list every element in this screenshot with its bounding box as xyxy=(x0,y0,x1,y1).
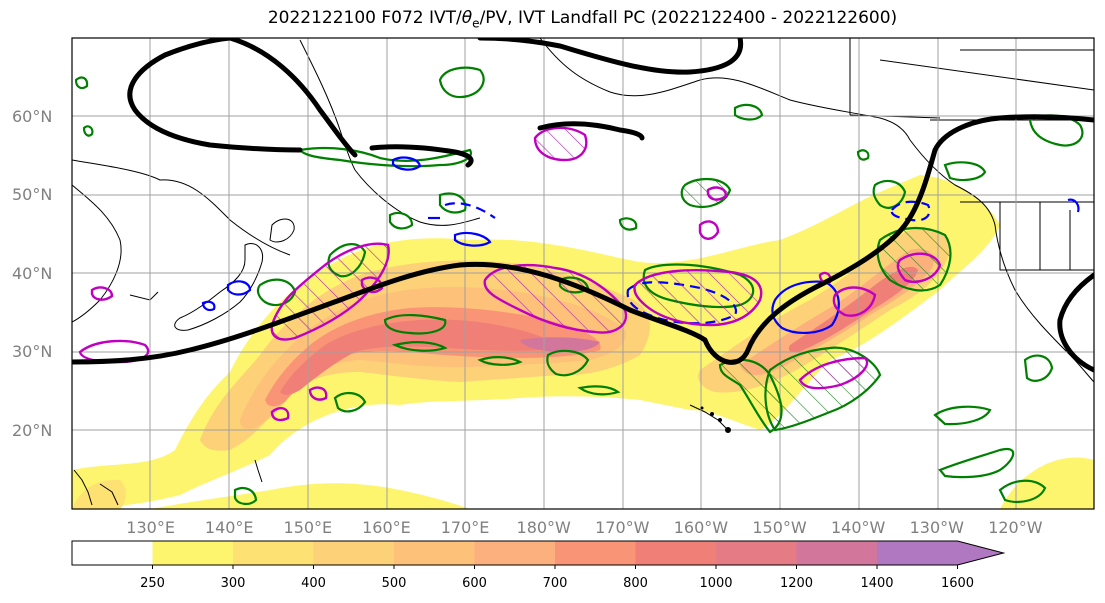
lat-tick-label: 50°N xyxy=(12,185,53,204)
lat-tick-label: 40°N xyxy=(12,263,53,283)
colorbar-tick-label: 1400 xyxy=(860,576,894,591)
lat-tick-label: 20°N xyxy=(12,420,53,440)
lon-tick-label: 160°W xyxy=(673,518,729,537)
lon-tick-label: 120°W xyxy=(988,518,1043,537)
colorbar xyxy=(71,540,1006,569)
lat-tick-label: 30°N xyxy=(12,342,53,361)
colorbar-extend-arrow xyxy=(957,541,1004,565)
colorbar-tick-label: 1000 xyxy=(699,576,733,591)
colorbar-segment xyxy=(796,541,878,565)
lon-tick-label: 180°W xyxy=(516,518,571,537)
lon-tick-label: 150°E xyxy=(283,518,333,537)
colorbar-segment xyxy=(152,541,234,565)
colorbar-tick-label: 500 xyxy=(381,576,407,591)
hawaii xyxy=(700,406,731,433)
lat-tick-label: 60°N xyxy=(12,106,53,126)
colorbar-outline xyxy=(71,540,1006,566)
map-frame xyxy=(71,37,1095,510)
map-title: 2022122100 F072 IVT/θe/PV, IVT Landfall … xyxy=(0,8,1105,30)
colorbar-segment xyxy=(877,541,959,565)
lon-tick-label: 160°E xyxy=(362,518,411,537)
lon-tick-label: 170°W xyxy=(595,518,650,537)
colorbar-tick-label: 1200 xyxy=(779,576,814,591)
title-suffix: /PV, IVT Landfall PC (2022122400 - 20221… xyxy=(479,8,898,28)
colorbar-segment xyxy=(72,541,154,565)
colorbar-segment xyxy=(474,541,556,565)
colorbar-segment xyxy=(635,541,717,565)
colorbar-segment xyxy=(313,541,395,565)
colorbar-segment xyxy=(555,541,637,565)
colorbar-tick-label: 700 xyxy=(542,576,568,591)
lon-tick-label: 150°W xyxy=(752,518,807,537)
lon-tick-label: 130°W xyxy=(909,518,964,537)
lon-tick-label: 130°E xyxy=(126,518,175,537)
title-theta-sub: e xyxy=(472,16,480,31)
pv-contours xyxy=(72,38,1094,373)
colorbar-segment xyxy=(233,541,315,565)
lon-tick-label: 140°W xyxy=(830,518,886,537)
title-theta: θ xyxy=(461,8,473,28)
title-prefix: 2022122100 F072 IVT/ xyxy=(267,8,462,28)
colorbar-tick-label: 1600 xyxy=(940,576,975,591)
colorbar-tick-label: 250 xyxy=(140,576,165,591)
colorbar-tick-label: 800 xyxy=(623,576,648,591)
colorbar-segment xyxy=(394,541,476,565)
colorbar-segment xyxy=(716,541,798,565)
colorbar-tick-label: 600 xyxy=(462,576,487,591)
lon-tick-label: 170°E xyxy=(440,518,490,537)
colorbar-tick-label: 400 xyxy=(301,576,326,591)
lon-tick-label: 140°E xyxy=(204,518,254,537)
colorbar-tick-label: 300 xyxy=(220,576,246,591)
